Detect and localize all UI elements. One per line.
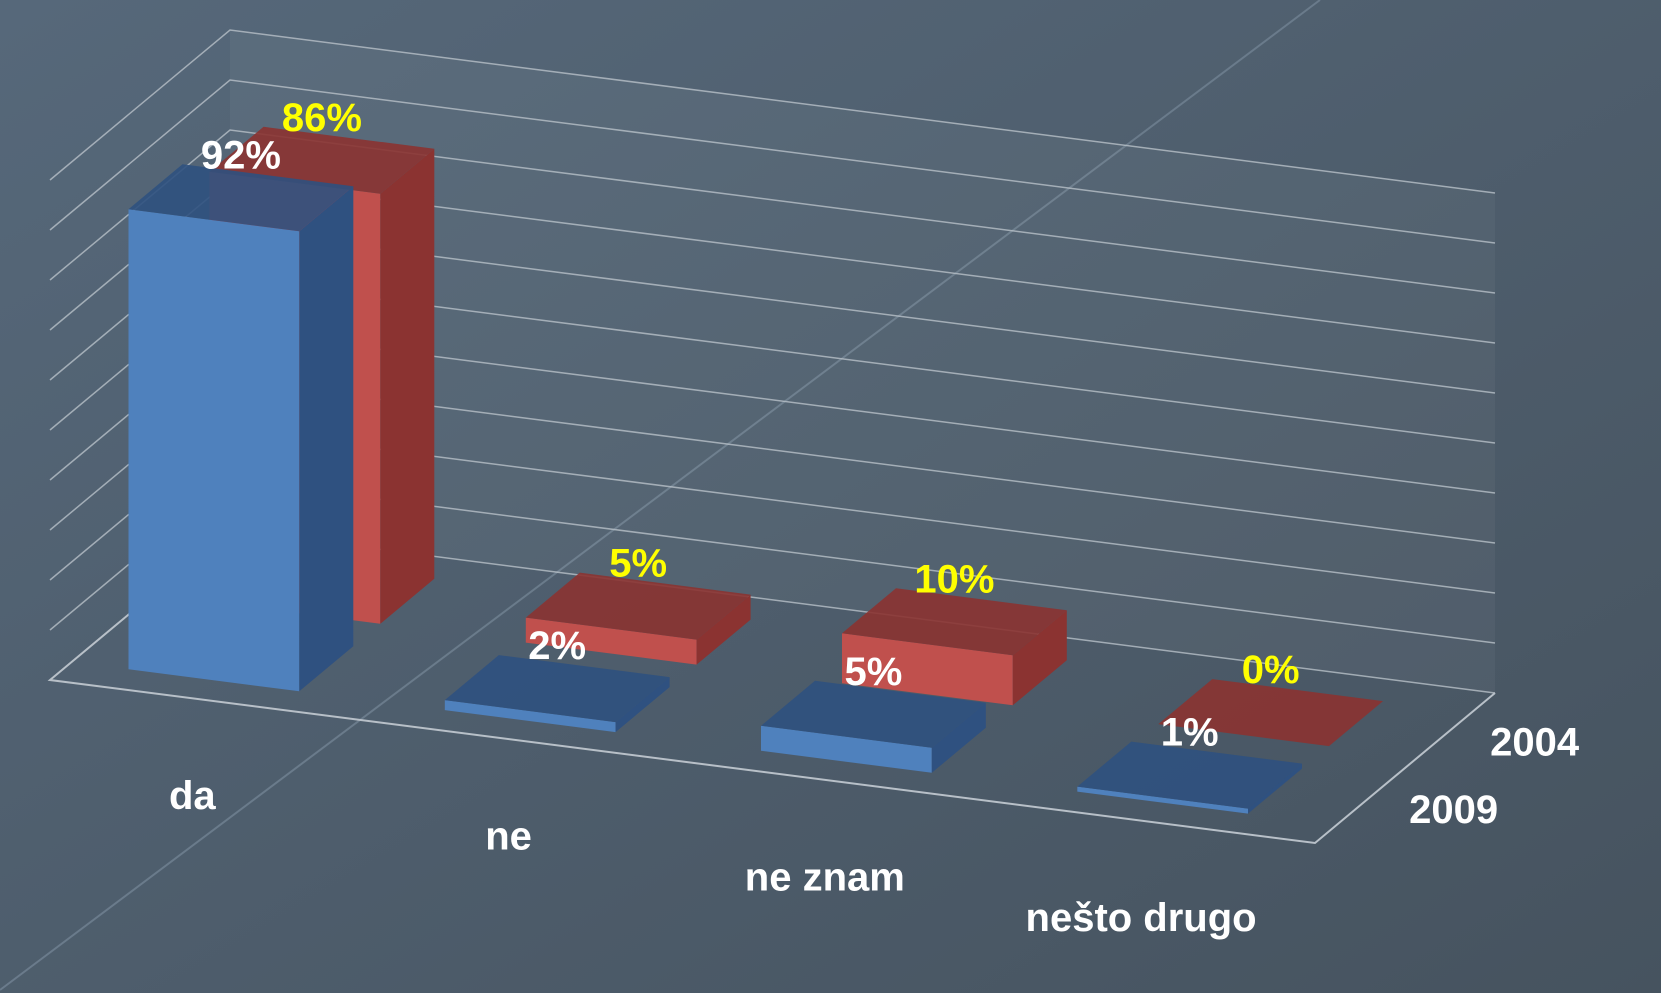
grid-line	[49, 29, 1496, 194]
grid-line	[49, 129, 1496, 294]
bar-side	[696, 594, 751, 665]
bar-top	[842, 588, 1067, 656]
value-label: 92%	[201, 133, 281, 177]
grid-line	[49, 79, 1496, 244]
bar-top	[1077, 741, 1302, 809]
x-tick-label: nešto drugo	[1026, 896, 1257, 940]
value-label: 86%	[282, 96, 362, 140]
value-label: 10%	[914, 557, 994, 601]
bar-side	[1012, 610, 1067, 706]
bar-top	[444, 655, 670, 723]
bar-side	[380, 148, 435, 624]
bar-front	[444, 700, 616, 733]
legend-label: 2009	[1409, 788, 1498, 832]
bar-side	[615, 677, 670, 733]
value-label: 2%	[528, 624, 586, 668]
bar-front	[842, 633, 1013, 706]
value-label: 5%	[845, 650, 903, 694]
x-tick-label: ne znam	[745, 855, 905, 899]
x-tick-label: da	[169, 774, 216, 818]
bar-side	[299, 186, 354, 692]
backdrop-edge	[0, 0, 1321, 991]
bar-top	[761, 680, 986, 748]
legend-label: 2004	[1490, 721, 1580, 765]
bar-top	[1158, 679, 1383, 747]
bar-side	[1248, 763, 1302, 814]
bar-front	[761, 725, 932, 773]
bar-front	[128, 209, 300, 692]
value-label: 0%	[1242, 648, 1300, 692]
bar-front	[525, 617, 697, 665]
bar-top	[128, 164, 354, 232]
bar-top	[525, 572, 751, 640]
value-label: 5%	[609, 542, 667, 586]
value-label: 1%	[1161, 711, 1219, 755]
bar-side	[931, 702, 986, 773]
bar-front	[1077, 786, 1248, 814]
x-tick-label: ne	[485, 815, 532, 859]
